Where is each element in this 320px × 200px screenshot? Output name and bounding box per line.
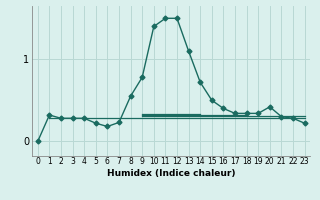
X-axis label: Humidex (Indice chaleur): Humidex (Indice chaleur) — [107, 169, 236, 178]
